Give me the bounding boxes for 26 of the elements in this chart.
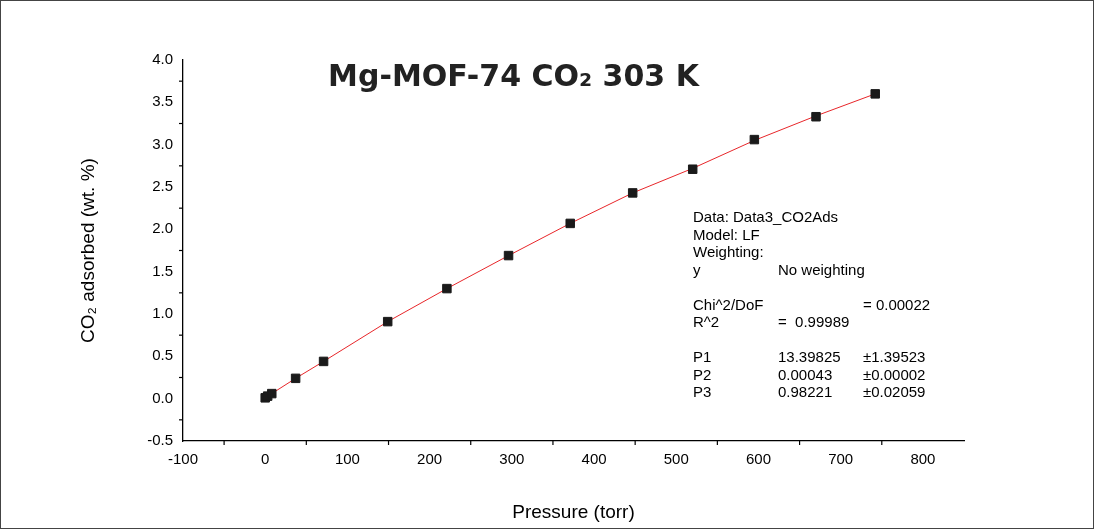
y-tick-label: 3.0 bbox=[152, 134, 173, 152]
text: P1 13.39825 ±1.39523 P2 0.00043 ±0.00002 P3 0.98221 ±0.02059 bbox=[693, 348, 926, 400]
x-tick-label: 100 bbox=[334, 450, 360, 468]
y-tick-label: 4.0 bbox=[152, 50, 173, 68]
y-tick-label: 0.0 bbox=[152, 388, 173, 406]
y-tick-label: 2.5 bbox=[152, 177, 173, 195]
x-tick-label: 500 bbox=[663, 450, 689, 468]
x-tick-label: 700 bbox=[828, 450, 854, 468]
x-tick-label: -100 bbox=[167, 450, 199, 468]
x-tick-label: 600 bbox=[745, 450, 771, 468]
y-tick-label: 1.5 bbox=[152, 261, 173, 279]
x-axis-title: Pressure (torr) bbox=[512, 500, 635, 522]
x-tick-label: 300 bbox=[499, 450, 525, 468]
x-tick-label: 0 bbox=[261, 450, 270, 468]
text: Chi^2/DoF = 0.00022 R^2 = 0.99989 bbox=[693, 295, 931, 330]
x-tick-label: 400 bbox=[581, 450, 607, 468]
chart-title: Mg-MOF-74 CO₂ 303 K bbox=[328, 57, 701, 93]
x-tick-label: 800 bbox=[910, 450, 936, 468]
y-tick-label: 1.0 bbox=[152, 304, 173, 322]
text: Data: Data3_CO2Ads Model: LF Weighting: y No weighting bbox=[693, 208, 865, 278]
y-tick-label: 3.5 bbox=[152, 92, 173, 110]
y-axis-title: CO₂ adsorbed (wt. %) bbox=[76, 158, 98, 343]
y-tick-label: 2.0 bbox=[152, 219, 173, 237]
y-tick-label: -0.5 bbox=[147, 431, 173, 449]
y-tick-label: 0.5 bbox=[152, 346, 173, 364]
x-tick-label: 200 bbox=[417, 450, 443, 468]
